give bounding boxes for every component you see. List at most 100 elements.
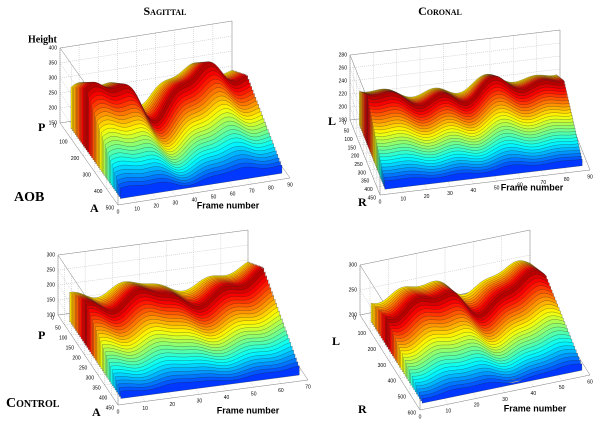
y-tick-label: 400	[364, 187, 373, 193]
y-tick-label: 200	[72, 355, 81, 361]
x-tick-label: 80	[564, 177, 570, 183]
y-tick-label: 450	[368, 195, 377, 201]
y-tick-label: 100	[344, 137, 353, 143]
far-label: P	[38, 328, 45, 342]
x-tick-label: 40	[224, 395, 230, 401]
z-tick-label: 300	[349, 262, 358, 268]
y-tick-label: 150	[348, 145, 357, 151]
x-tick-label: 0	[379, 199, 382, 205]
y-tick-label: 200	[71, 156, 80, 162]
y-tick-label: 150	[66, 345, 75, 351]
x-tick-label: 50	[494, 185, 500, 191]
box-edge	[117, 177, 291, 206]
y-tick-label: 400	[388, 379, 397, 385]
surface-panel: 0 10 20 30 40 50 60 70 80 90 0 100 200 300 400 500 150 20…	[38, 20, 293, 215]
x-tick-label: 10	[142, 406, 148, 412]
x-tick-label: 80	[268, 185, 274, 191]
far-label: L	[332, 334, 340, 348]
y-tick-label: 400	[94, 189, 103, 195]
x-tick-label: 0	[117, 209, 120, 215]
z-tick-label: 350	[49, 60, 58, 66]
x-tick-label: 10	[134, 206, 140, 212]
x-tick-label: 30	[447, 191, 453, 197]
z-tick-label: 240	[339, 78, 348, 84]
row-label: AOB	[14, 190, 44, 205]
far-label: P	[38, 120, 45, 134]
x-tick-label: 10	[446, 408, 452, 414]
x-tick-label: 10	[401, 197, 407, 203]
grid-line	[57, 244, 249, 271]
x-axis-label: Frame number	[501, 182, 564, 192]
y-tick-label: 0	[53, 123, 56, 129]
x-tick-label: 70	[305, 384, 311, 390]
grid-line	[59, 35, 233, 64]
x-tick-label: 60	[517, 183, 523, 189]
z-tick-label: 150	[49, 120, 58, 126]
x-tick-label: 20	[424, 194, 430, 200]
box-edge	[57, 229, 249, 256]
near-label: R	[358, 402, 367, 416]
box-edge	[349, 119, 381, 196]
y-tick-label: 300	[82, 173, 91, 179]
x-tick-label: 90	[587, 174, 593, 180]
y-tick-label: 50	[344, 129, 350, 135]
z-tick-label: 220	[339, 91, 348, 97]
x-axis-label: Frame number	[217, 405, 280, 415]
y-tick-label: 450	[106, 405, 115, 411]
x-tick-label: 60	[230, 191, 236, 197]
z-tick-label: 250	[349, 287, 358, 293]
x-tick-label: 30	[197, 399, 203, 405]
x-tick-label: 50	[559, 385, 565, 391]
y-tick-label: 250	[354, 162, 363, 168]
box-edge	[359, 229, 531, 266]
y-tick-label: 0	[353, 315, 356, 321]
x-tick-label: 70	[541, 180, 547, 186]
y-tick-label: 500	[106, 205, 115, 211]
y-tick-label: 200	[351, 154, 360, 160]
y-tick-label: 300	[86, 375, 95, 381]
row-label: Control	[6, 396, 60, 411]
y-tick-label: 400	[99, 395, 108, 401]
z-tick-label: 260	[339, 65, 348, 71]
x-tick-label: 40	[192, 197, 198, 203]
z-tick-label: 200	[349, 312, 358, 318]
x-tick-label: 30	[502, 397, 508, 403]
y-tick-label: 250	[79, 365, 88, 371]
surface-strip	[384, 158, 583, 190]
box-edge	[359, 314, 421, 411]
y-tick-label: 100	[59, 335, 68, 341]
x-tick-label: 50	[251, 391, 257, 397]
surface-strip	[120, 164, 283, 199]
grid-line	[359, 254, 531, 291]
y-tick-label: 600	[408, 410, 417, 416]
box-edge	[117, 379, 309, 406]
z-tick-label: 100	[47, 312, 56, 318]
x-tick-label: 70	[249, 188, 255, 194]
z-tick-label: 150	[47, 297, 56, 303]
box-edge	[419, 374, 591, 411]
panels: 0 10 20 30 40 50 60 70 80 90010020030040050015020…	[38, 20, 593, 420]
z-tick-label: 180	[339, 117, 348, 123]
z-tick-label: 200	[47, 282, 56, 288]
near-label: A	[90, 201, 99, 215]
x-tick-label: 20	[153, 203, 159, 209]
x-tick-label: 0	[117, 409, 120, 415]
z-tick-label: 200	[49, 105, 58, 111]
x-axis-label: Frame number	[197, 200, 260, 210]
y-tick-label: 300	[378, 363, 387, 369]
z-tick-label: 250	[47, 267, 56, 273]
grid-line	[349, 106, 381, 183]
y-tick-label: 500	[398, 394, 407, 400]
box-edge	[59, 20, 233, 49]
y-tick-label: 200	[368, 347, 377, 353]
y-tick-label: 300	[358, 170, 367, 176]
surface-panel: 0102030405060700501001502002503003504004…	[38, 229, 311, 419]
z-tick-label: 250	[49, 90, 58, 96]
z-tick-label: 400	[49, 45, 58, 51]
y-tick-label: 0	[343, 120, 346, 126]
x-tick-label: 40	[531, 391, 537, 397]
x-tick-label: 40	[471, 188, 477, 194]
y-tick-label: 50	[55, 325, 61, 331]
y-tick-label: 100	[358, 331, 367, 337]
